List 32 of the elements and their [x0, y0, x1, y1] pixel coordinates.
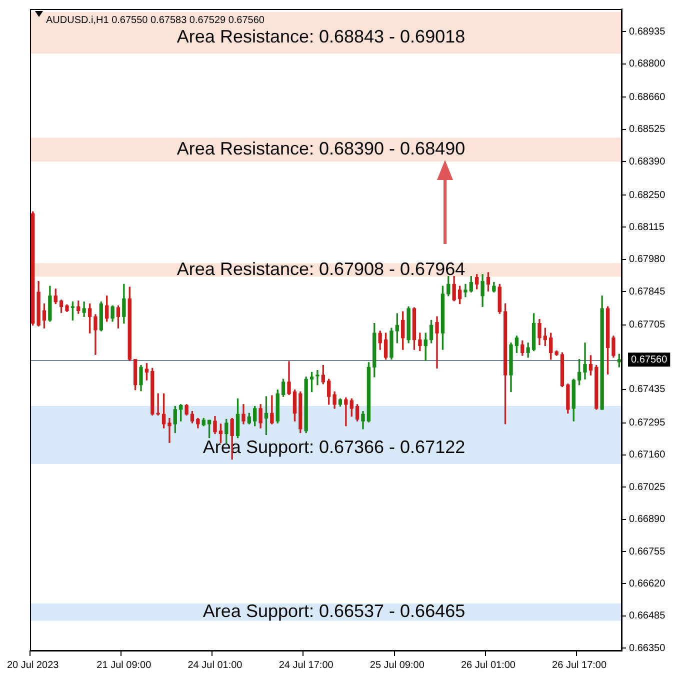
y-tick-label: 0.68250 — [629, 190, 666, 201]
y-tick-label: 0.66755 — [629, 546, 666, 558]
y-tick-label: 0.67435 — [629, 384, 666, 396]
y-tick-label: 0.67025 — [629, 482, 666, 493]
ref-line-label: 0.67560 — [631, 354, 668, 366]
y-tick-label: 0.67845 — [629, 286, 666, 298]
x-tick-label: 26 Jul 17:00 — [552, 660, 607, 671]
y-tick-label: 0.68800 — [629, 58, 666, 70]
band-label: Area Support: 0.66537 - 0.66465 — [202, 601, 466, 622]
x-tick-label: 24 Jul 01:00 — [188, 660, 243, 671]
y-tick-label: 0.68660 — [629, 92, 666, 103]
x-tick-label: 25 Jul 09:00 — [370, 660, 425, 671]
x-tick-label: 24 Jul 17:00 — [278, 660, 334, 671]
y-tick-label: 0.68935 — [629, 26, 666, 38]
y-tick-label: 0.67160 — [629, 450, 666, 461]
y-tick-label: 0.67295 — [629, 418, 666, 429]
y-tick-label: 0.66620 — [629, 578, 666, 590]
y-tick-label: 0.66485 — [629, 610, 666, 622]
text: AUDUSD.i,H1 0.67550 0.67583 0.67529 0.67560 — [46, 14, 265, 26]
x-tick-label: 20 Jul 2023 — [6, 660, 60, 671]
y-tick-label: 0.66890 — [629, 514, 666, 526]
band-label: Area Resistance: 0.68390 - 0.68490 — [176, 138, 466, 159]
y-tick-label: 0.67705 — [629, 320, 666, 331]
y-tick-label: 0.68390 — [629, 156, 666, 168]
y-tick-label: 0.67980 — [629, 254, 666, 266]
y-tick-label: 0.68115 — [629, 222, 665, 233]
y-tick-label: 0.68525 — [629, 124, 666, 136]
x-tick-label: 26 Jul 01:00 — [460, 660, 516, 671]
y-tick-label: 0.66350 — [629, 642, 666, 654]
band-label: Area Resistance: 0.68843 - 0.69018 — [176, 26, 466, 47]
x-tick-label: 21 Jul 09:00 — [96, 660, 152, 671]
band-label: Area Resistance: 0.67908 - 0.67964 — [176, 258, 466, 279]
